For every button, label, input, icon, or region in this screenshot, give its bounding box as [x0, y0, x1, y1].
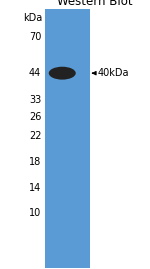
Text: 10: 10	[29, 207, 41, 218]
Text: 33: 33	[29, 94, 41, 105]
Text: 40kDa: 40kDa	[98, 68, 129, 78]
Text: 70: 70	[29, 32, 41, 42]
Text: 26: 26	[29, 112, 41, 122]
Text: 44: 44	[29, 68, 41, 78]
Text: Western Blot: Western Blot	[57, 0, 132, 8]
FancyBboxPatch shape	[45, 9, 90, 268]
Text: kDa: kDa	[24, 13, 43, 23]
Text: 18: 18	[29, 157, 41, 167]
Text: 22: 22	[29, 131, 41, 141]
Text: 14: 14	[29, 183, 41, 193]
Ellipse shape	[49, 67, 76, 80]
